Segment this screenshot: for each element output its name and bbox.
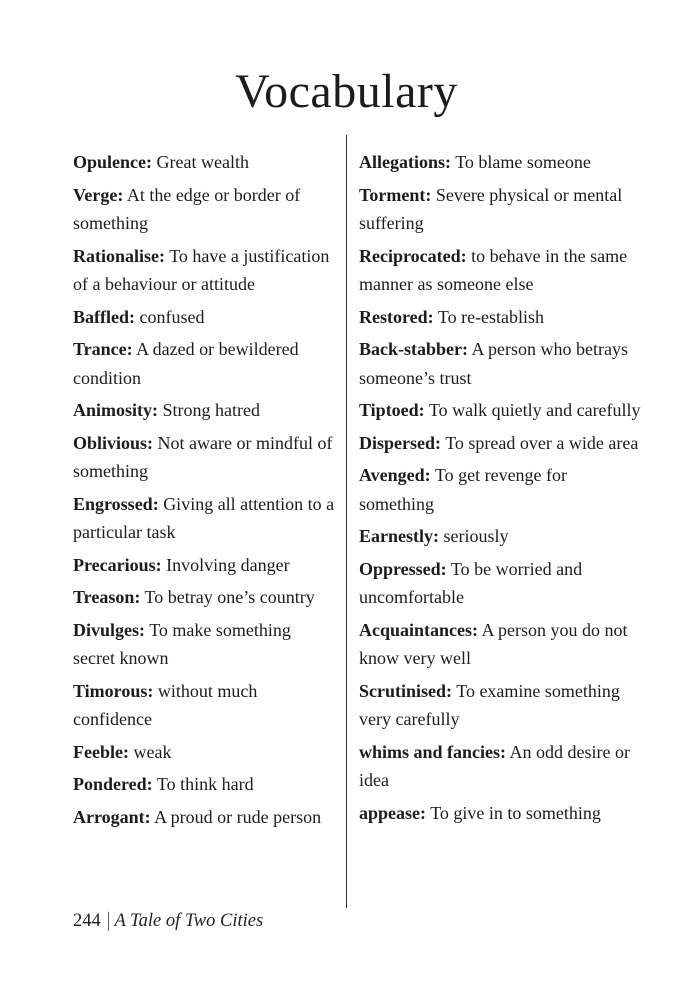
vocab-entry: Restored: To re-establish — [359, 303, 645, 332]
vocab-term: Opulence: — [73, 152, 152, 172]
vocab-entry: Back-stabber: A person who betrays someo… — [359, 335, 645, 392]
vocab-definition: To blame someone — [455, 152, 591, 172]
vocab-term: Baffled: — [73, 306, 135, 327]
vocab-definition: seriously — [443, 526, 509, 546]
vocab-term: Divulges: — [73, 619, 145, 640]
footer: 244 | A Tale of Two Cities — [73, 908, 263, 934]
vocab-definition: At the edge or border of something — [73, 184, 301, 234]
vocab-definition: Involving danger — [166, 554, 290, 575]
vocab-definition: To walk quietly and carefully — [428, 400, 641, 420]
vocab-entry: Timorous: without much confidence — [73, 677, 336, 734]
vocab-entry: Acquaintances: A person you do not know … — [359, 616, 645, 673]
vocab-term: Treason: — [73, 587, 141, 607]
vocab-term: Back-stabber: — [359, 339, 468, 359]
vocab-term: Reciprocated: — [359, 245, 467, 266]
vocab-term: Dispersed: — [359, 432, 441, 453]
vocab-definition: To spread over a wide area — [445, 432, 639, 453]
vocab-definition: To examine something very carefully — [359, 680, 620, 730]
page-title: Vocabulary — [235, 65, 458, 118]
page-number: 244 — [73, 911, 101, 931]
vocab-term: Torment: — [359, 184, 432, 205]
column-divider — [346, 135, 347, 908]
vocab-term: Rationalise: — [73, 245, 165, 266]
vocab-entry: Engrossed: Giving all attention to a par… — [73, 490, 336, 547]
vocab-definition: Severe physical or mental suffering — [359, 184, 623, 234]
vocab-column-left: Opulence: Great wealth Verge: At the edge… — [73, 148, 346, 835]
vocab-term: Scrutinised: — [359, 680, 453, 701]
vocab-definition: A proud or rude person — [154, 806, 322, 827]
vocab-term: Oppressed: — [359, 558, 447, 579]
vocab-definition: Strong hatred — [162, 400, 260, 420]
vocab-entry: Precarious: Involving danger — [73, 551, 336, 580]
vocab-entry: whims and fancies: An odd desire or idea — [359, 738, 645, 795]
vocab-entry: Avenged: To get revenge for something — [359, 461, 645, 518]
vocab-definition: To get revenge for something — [359, 465, 568, 514]
vocab-definition: Not aware or mindful of something — [73, 432, 333, 482]
vocab-entry: Baffled: confused — [73, 303, 336, 332]
vocab-term: appease: — [359, 802, 426, 823]
vocab-entry: appease: To give in to something — [359, 799, 645, 828]
vocab-definition: A person you do not know very well — [359, 619, 628, 669]
vocab-definition: To think hard — [156, 774, 254, 794]
vocab-definition: To give in to something — [430, 802, 601, 823]
vocab-entry: Trance: A dazed or bewildered condition — [73, 335, 336, 392]
vocabulary-columns: Opulence: Great wealth Verge: At the edge… — [73, 148, 645, 835]
vocab-entry: Oppressed: To be worried and uncomfortab… — [359, 555, 645, 612]
vocab-column-right: Allegations: To blame someone Torment: Se… — [346, 148, 645, 835]
vocab-definition: confused — [139, 306, 205, 327]
vocab-entry: Treason: To betray one’s country — [73, 583, 336, 612]
vocab-definition: To be worried and uncomfortable — [359, 558, 583, 608]
vocab-entry: Pondered: To think hard — [73, 770, 336, 799]
vocab-entry: Allegations: To blame someone — [359, 148, 645, 177]
vocab-entry: Tiptoed: To walk quietly and carefully — [359, 396, 645, 425]
vocab-entry: Reciprocated: to behave in the same mann… — [359, 242, 645, 299]
vocab-entry: Earnestly: seriously — [359, 522, 645, 551]
book-title: A Tale of Two Cities — [114, 911, 264, 931]
vocab-entry: Oblivious: Not aware or mindful of somet… — [73, 429, 336, 486]
vocab-entry: Divulges: To make something secret known — [73, 616, 336, 673]
vocab-term: Precarious: — [73, 554, 162, 575]
vocab-entry: Dispersed: To spread over a wide area — [359, 429, 645, 458]
vocab-entry: Rationalise: To have a justification of … — [73, 242, 336, 299]
vocab-term: Pondered: — [73, 774, 153, 794]
vocab-term: whims and fancies: — [359, 741, 507, 762]
vocab-term: Engrossed: — [73, 493, 159, 514]
vocab-definition: To make something secret known — [73, 619, 291, 669]
vocab-term: Earnestly: — [359, 526, 439, 546]
vocab-definition: A person who betrays someone’s trust — [359, 339, 628, 388]
vocab-term: Avenged: — [359, 465, 431, 485]
vocab-term: Verge: — [73, 184, 124, 205]
vocab-definition: Great wealth — [156, 152, 249, 172]
vocab-term: Allegations: — [359, 152, 451, 172]
vocab-definition: An odd desire or idea — [359, 741, 631, 791]
vocab-entry: Animosity: Strong hatred — [73, 396, 336, 425]
vocab-entry: Torment: Severe physical or mental suffe… — [359, 181, 645, 238]
vocab-definition: Giving all attention to a particular tas… — [73, 493, 335, 543]
vocab-definition: To have a justification of a behaviour o… — [73, 245, 330, 295]
vocab-entry: Scrutinised: To examine something very c… — [359, 677, 645, 734]
vocab-definition: to behave in the same manner as someone … — [359, 245, 628, 295]
vocab-term: Feeble: — [73, 741, 129, 762]
vocab-term: Trance: — [73, 339, 133, 359]
vocab-term: Animosity: — [73, 400, 158, 420]
vocab-entry: Opulence: Great wealth — [73, 148, 336, 177]
vocab-definition: A dazed or bewildered condition — [73, 339, 299, 388]
vocab-definition: without much confidence — [73, 680, 258, 730]
vocab-term: Restored: — [359, 306, 434, 327]
vocab-term: Acquaintances: — [359, 619, 479, 640]
vocab-term: Tiptoed: — [359, 400, 425, 420]
footer-separator: | — [106, 909, 111, 933]
vocab-entry: Arrogant: A proud or rude person — [73, 803, 336, 832]
vocab-term: Arrogant: — [73, 806, 151, 827]
vocab-definition: To betray one’s country — [144, 587, 315, 607]
vocab-definition: To re-establish — [437, 306, 545, 327]
vocab-entry: Feeble: weak — [73, 738, 336, 767]
vocab-entry: Verge: At the edge or border of somethin… — [73, 181, 336, 238]
vocab-term: Timorous: — [73, 680, 154, 701]
vocab-term: Oblivious: — [73, 432, 154, 453]
vocab-definition: weak — [133, 741, 172, 762]
